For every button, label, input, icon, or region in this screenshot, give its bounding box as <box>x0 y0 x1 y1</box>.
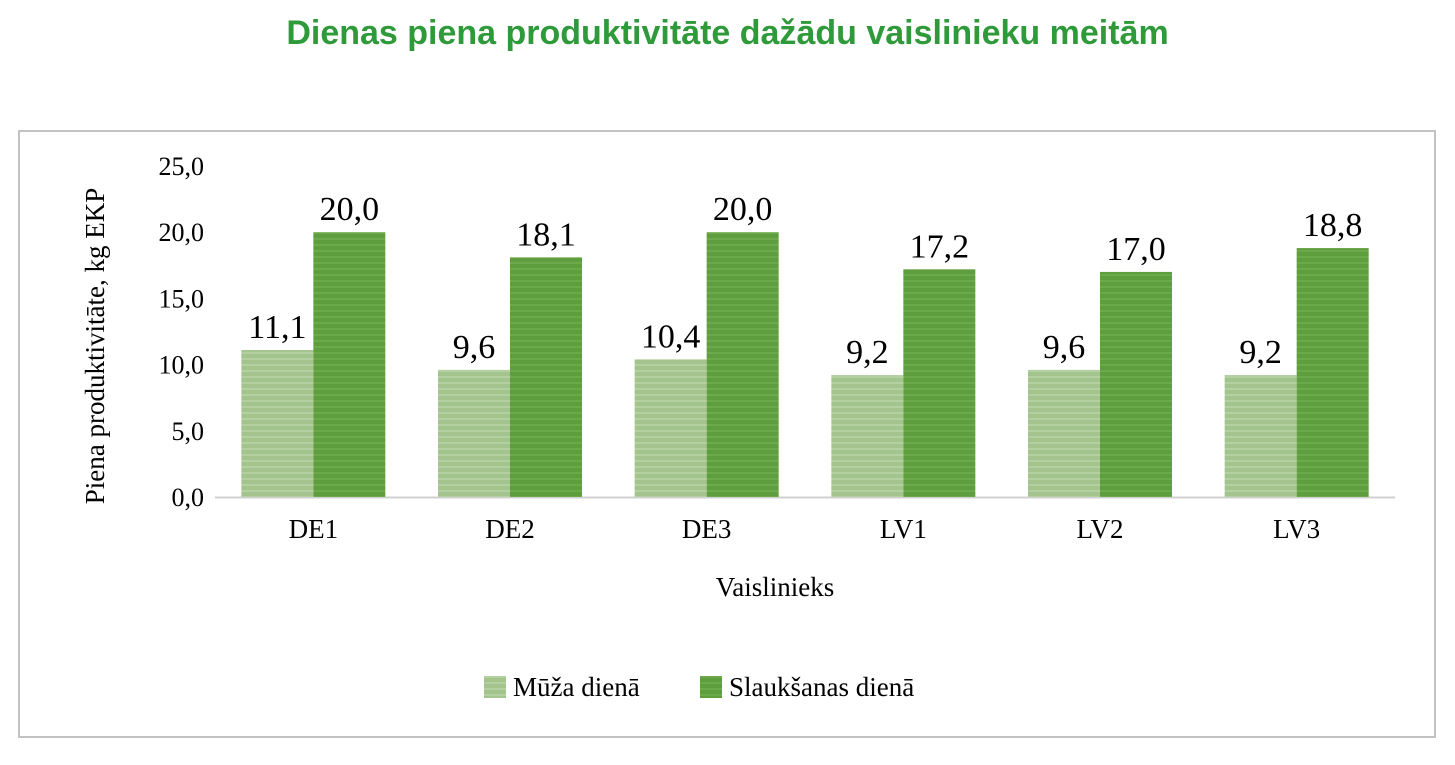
bar <box>1296 248 1369 497</box>
legend-label: Slaukšanas dienā <box>729 672 914 702</box>
legend-swatch <box>484 676 506 698</box>
x-tick-label: DE1 <box>289 514 339 544</box>
data-label: 10,4 <box>641 318 701 355</box>
y-tick-label: 25,0 <box>159 152 205 181</box>
bar <box>438 369 510 497</box>
data-label: 18,1 <box>516 216 576 253</box>
y-tick-label: 10,0 <box>159 351 205 380</box>
data-label: 17,0 <box>1106 231 1166 268</box>
bar <box>831 375 904 497</box>
x-tick-label: DE3 <box>682 514 732 544</box>
y-axis-label: Piena produktivitāte, kg EKP <box>80 188 110 504</box>
data-label: 9,2 <box>846 334 889 371</box>
legend-label: Mūža dienā <box>513 672 640 702</box>
bar <box>903 269 976 497</box>
x-tick-label: LV1 <box>880 514 927 544</box>
bar <box>1028 369 1100 497</box>
bar <box>510 257 582 497</box>
bar <box>313 232 386 497</box>
y-tick-label: 0,0 <box>172 483 205 512</box>
data-label: 17,2 <box>910 228 970 265</box>
bar <box>634 359 707 497</box>
x-axis-label: Vaislinieks <box>716 572 835 602</box>
data-label: 20,0 <box>713 191 773 228</box>
y-tick-label: 20,0 <box>159 218 205 247</box>
x-tick-label: LV2 <box>1076 514 1123 544</box>
data-label: 9,2 <box>1239 334 1282 371</box>
data-label: 11,1 <box>248 309 306 346</box>
x-tick-label: LV3 <box>1273 514 1320 544</box>
bar <box>706 232 779 497</box>
bar <box>241 350 314 497</box>
chart-title: Dienas piena produktivitāte dažādu vaisl… <box>286 14 1169 52</box>
x-tick-label: DE2 <box>485 514 535 544</box>
data-label: 18,8 <box>1303 207 1363 244</box>
legend-swatch <box>700 676 722 698</box>
bar <box>1224 375 1297 497</box>
y-tick-label: 5,0 <box>172 417 205 446</box>
data-label: 9,6 <box>453 329 496 366</box>
data-label: 9,6 <box>1043 329 1086 366</box>
data-label: 20,0 <box>320 191 380 228</box>
y-tick-label: 15,0 <box>159 284 205 313</box>
bar <box>1100 271 1172 497</box>
